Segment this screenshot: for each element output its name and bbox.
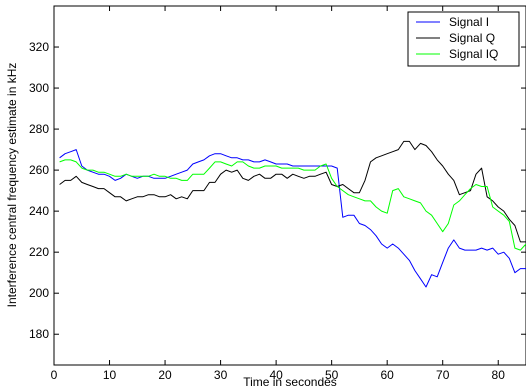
x-tick-label: 30 [214, 368, 228, 382]
x-tick-label: 70 [436, 368, 450, 382]
series-layer [59, 140, 526, 288]
y-tick-label: 280 [29, 122, 49, 136]
x-tick-label: 60 [380, 368, 394, 382]
series-line-signal-i [59, 149, 526, 288]
series-line-signal-q [59, 140, 526, 243]
legend-box [407, 11, 520, 67]
legend-items: Signal I Signal Q Signal IQ [416, 15, 498, 61]
y-tick-label: 180 [29, 327, 49, 341]
x-tick-label: 50 [325, 368, 339, 382]
x-tick-label: 40 [269, 368, 283, 382]
legend: Signal I Signal Q Signal IQ [407, 11, 520, 67]
legend-label: Signal Q [449, 31, 495, 45]
x-tick-label: 20 [158, 368, 172, 382]
x-tick-label: 0 [51, 368, 58, 382]
legend-label: Signal I [449, 15, 489, 29]
y-tick-label: 200 [29, 286, 49, 300]
y-tick-label: 320 [29, 40, 49, 54]
y-tick-label: 240 [29, 204, 49, 218]
x-tick-label: 80 [492, 368, 506, 382]
x-tick-label: 10 [103, 368, 117, 382]
legend-label: Signal IQ [449, 47, 498, 61]
x-axis-label: Time in secondes [243, 375, 337, 389]
y-axis-label: Interference central frequency estimate … [5, 63, 19, 308]
ticks-layer: 0 10 20 30 40 50 60 70 80 180 200 220 240 260 280 300 32… [29, 6, 526, 382]
series-line-signal-iq [59, 159, 526, 251]
y-tick-label: 260 [29, 163, 49, 177]
y-tick-label: 300 [29, 81, 49, 95]
y-tick-label: 220 [29, 245, 49, 259]
